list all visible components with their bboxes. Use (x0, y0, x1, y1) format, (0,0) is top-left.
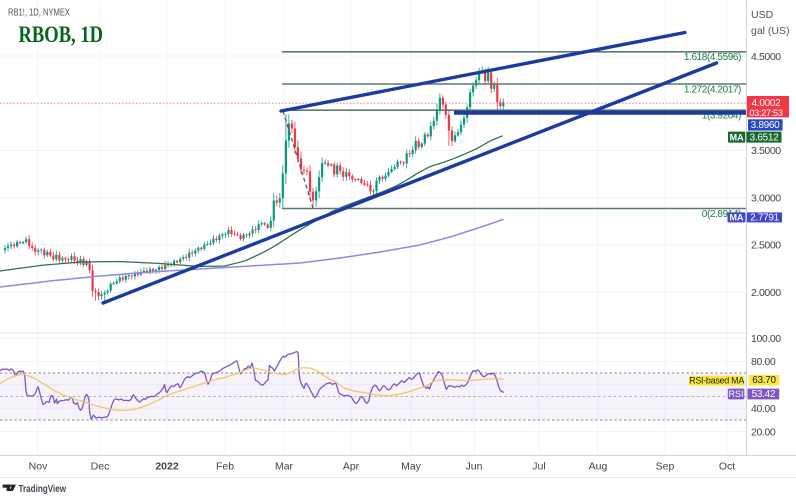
svg-text:RSI: RSI (728, 389, 743, 399)
svg-text:MA: MA (730, 213, 744, 223)
svg-text:Sep: Sep (656, 461, 675, 473)
svg-text:3.5000: 3.5000 (751, 145, 781, 157)
svg-text:Oct: Oct (719, 461, 735, 473)
svg-text:Apr: Apr (343, 461, 360, 473)
svg-text:2.7791: 2.7791 (750, 213, 780, 224)
svg-text:03:27:53: 03:27:53 (749, 108, 783, 118)
svg-text:Jul: Jul (532, 461, 545, 473)
svg-text:gal (US): gal (US) (751, 25, 790, 37)
svg-text:1(3.9204): 1(3.9204) (702, 111, 741, 122)
svg-text:3.0000: 3.0000 (751, 192, 781, 204)
svg-text:2.5000: 2.5000 (751, 240, 781, 252)
svg-text:Jun: Jun (466, 461, 483, 473)
svg-text:63.70: 63.70 (752, 375, 776, 386)
svg-text:1.618(4.5596): 1.618(4.5596) (684, 52, 741, 63)
svg-text:2022: 2022 (155, 461, 179, 473)
svg-text:3.8960: 3.8960 (751, 120, 781, 131)
svg-text:Mar: Mar (275, 461, 294, 473)
svg-text:0(2.8914): 0(2.8914) (702, 209, 741, 220)
svg-text:TradingView: TradingView (19, 483, 67, 495)
svg-text:2.0000: 2.0000 (751, 287, 781, 299)
svg-text:USD: USD (751, 9, 774, 21)
svg-text:4.5000: 4.5000 (751, 51, 781, 63)
svg-text:May: May (401, 461, 422, 473)
svg-text:53.42: 53.42 (752, 389, 776, 400)
svg-text:100.00: 100.00 (751, 333, 781, 345)
svg-text:RB1!, 1D, NYMEX: RB1!, 1D, NYMEX (8, 8, 70, 19)
svg-text:Nov: Nov (29, 461, 48, 473)
svg-text:Feb: Feb (216, 461, 234, 473)
svg-text:1.272(4.2017): 1.272(4.2017) (684, 84, 741, 95)
svg-text:Aug: Aug (589, 461, 608, 473)
svg-text:80.00: 80.00 (751, 356, 776, 368)
svg-text:20.00: 20.00 (751, 426, 776, 438)
svg-text:3.6512: 3.6512 (750, 132, 780, 143)
svg-text:MA: MA (730, 132, 744, 142)
svg-text:4.0002: 4.0002 (752, 98, 782, 109)
svg-text:RBOB, 1D: RBOB, 1D (19, 22, 104, 47)
svg-text:Dec: Dec (91, 461, 110, 473)
svg-text:RSI-based MA: RSI-based MA (689, 376, 744, 386)
svg-text:40.00: 40.00 (751, 403, 776, 415)
